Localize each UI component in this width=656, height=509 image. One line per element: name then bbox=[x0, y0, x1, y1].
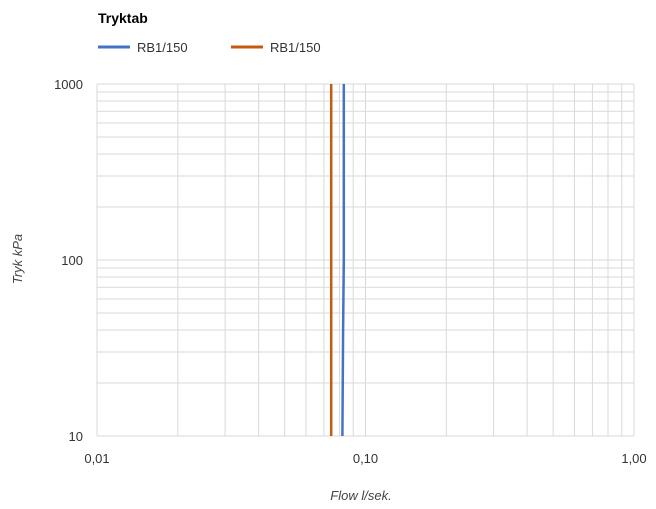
series-layer bbox=[329, 84, 346, 437]
legend-label-series-2: RB1/150 bbox=[270, 40, 321, 55]
y-axis-title: Tryk kPa bbox=[10, 234, 25, 284]
series-line-1 bbox=[341, 84, 346, 437]
x-tick-label: 0,10 bbox=[353, 451, 378, 466]
chart-title: Tryktab bbox=[98, 10, 148, 26]
y-tick-label: 10 bbox=[69, 429, 83, 444]
x-tick-label: 0,01 bbox=[84, 451, 109, 466]
y-tick-label: 100 bbox=[61, 253, 83, 268]
y-axis-ticks: 10 100 1000 bbox=[54, 77, 83, 444]
x-tick-label: 1,00 bbox=[621, 451, 646, 466]
legend-label-series-1: RB1/150 bbox=[137, 40, 188, 55]
grid bbox=[96, 83, 635, 437]
x-axis-title: Flow l/sek. bbox=[330, 488, 391, 503]
legend: RB1/150 RB1/150 bbox=[98, 40, 321, 55]
y-tick-label: 1000 bbox=[54, 77, 83, 92]
x-axis-ticks: 0,01 0,10 1,00 bbox=[84, 451, 646, 466]
